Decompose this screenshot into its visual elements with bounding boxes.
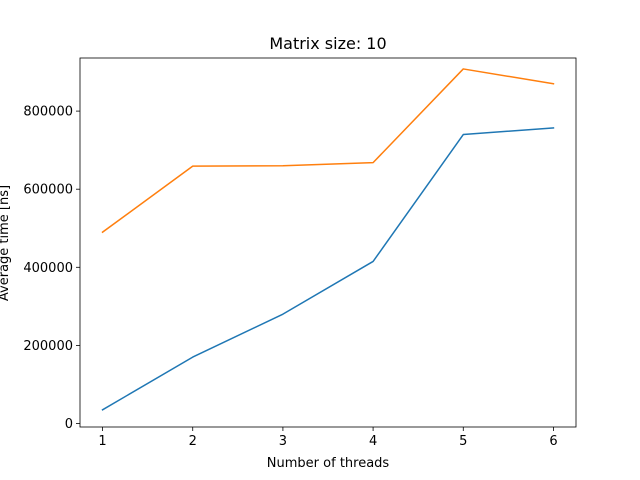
x-tick-label: 4 xyxy=(369,434,377,449)
x-tick-label: 1 xyxy=(98,434,106,449)
y-tick-label: 400000 xyxy=(23,261,73,276)
plot-frame xyxy=(79,57,577,428)
y-axis-label: Average time [ns] xyxy=(0,185,12,301)
series-line-1 xyxy=(101,127,555,411)
x-tick-label: 6 xyxy=(549,434,557,449)
series-line-2 xyxy=(101,68,555,234)
y-tick-label: 0 xyxy=(65,417,73,432)
y-tick-label: 200000 xyxy=(23,339,73,354)
x-tick-label: 2 xyxy=(189,434,197,449)
x-tick-label: 3 xyxy=(279,434,287,449)
x-axis-label: Number of threads xyxy=(267,456,390,471)
y-tick-label: 800000 xyxy=(23,105,73,120)
y-tick-label: 600000 xyxy=(23,183,73,198)
chart-title: Matrix size: 10 xyxy=(269,34,386,53)
x-tick-label: 5 xyxy=(459,434,467,449)
plot-area: 1 2 3 4 5 6 0 200000 400000 600000 800000 xyxy=(23,57,577,449)
